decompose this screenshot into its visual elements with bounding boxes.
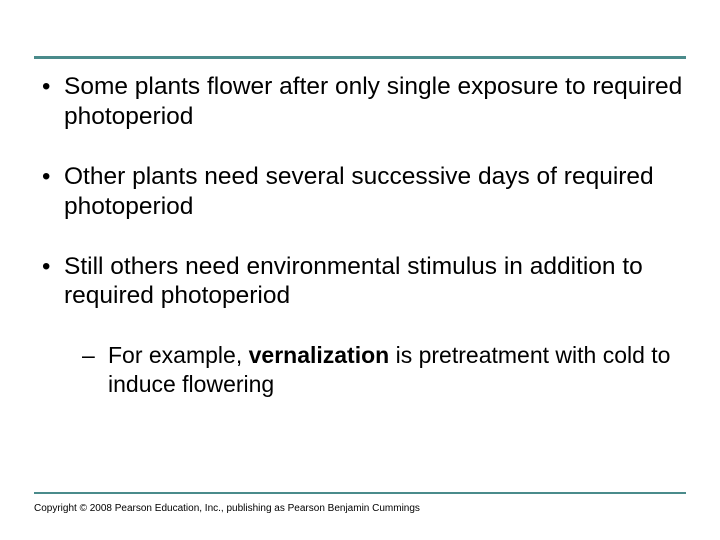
bottom-divider xyxy=(34,492,686,494)
bullet-list: Some plants flower after only single exp… xyxy=(34,72,700,399)
bold-term: vernalization xyxy=(249,342,390,368)
content-area: Some plants flower after only single exp… xyxy=(34,72,700,429)
bullet-item: Some plants flower after only single exp… xyxy=(34,72,700,132)
copyright-text: Copyright © 2008 Pearson Education, Inc.… xyxy=(34,503,420,514)
sub-bullet-item: For example, vernalization is pretreatme… xyxy=(76,341,700,399)
top-divider xyxy=(34,56,686,59)
slide: Some plants flower after only single exp… xyxy=(0,0,720,540)
sub-list: For example, vernalization is pretreatme… xyxy=(64,341,700,399)
sub-prefix: For example, xyxy=(108,342,249,368)
bullet-item: Still others need environmental stimulus… xyxy=(34,252,700,399)
bullet-text: Some plants flower after only single exp… xyxy=(64,73,682,130)
bullet-text: Other plants need several successive day… xyxy=(64,163,654,220)
bullet-item: Other plants need several successive day… xyxy=(34,162,700,222)
bullet-text: Still others need environmental stimulus… xyxy=(64,253,643,310)
